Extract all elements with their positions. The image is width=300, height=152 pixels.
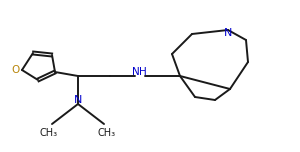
Text: N: N [74,95,82,105]
Text: CH₃: CH₃ [98,128,116,138]
Text: N: N [132,67,140,77]
Text: H: H [139,67,147,77]
Text: N: N [224,28,232,38]
Text: CH₃: CH₃ [40,128,58,138]
Text: O: O [12,65,20,75]
